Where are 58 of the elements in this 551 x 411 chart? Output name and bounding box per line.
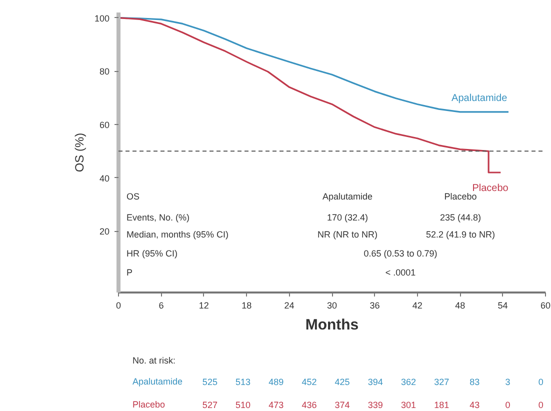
text: 374 xyxy=(334,400,350,410)
x-axis-title: Months xyxy=(305,316,359,334)
y-tick-label: 60 xyxy=(99,120,110,130)
annotation: Placebo xyxy=(444,192,477,202)
y-tick-label: 80 xyxy=(99,66,110,77)
x-tick-label: 12 xyxy=(198,300,209,310)
text: 436 xyxy=(302,400,317,410)
y-axis-title: OS (%) xyxy=(72,132,86,172)
text: 43 xyxy=(470,400,480,410)
x-tick-label: 0 xyxy=(116,300,122,310)
annotation: P xyxy=(126,268,133,278)
x-tick-label: 48 xyxy=(455,300,466,310)
text: 394 xyxy=(368,377,383,387)
text: 0 xyxy=(538,377,544,387)
x-tick-label: 60 xyxy=(540,300,551,310)
annotation: 0.65 (0.53 to 0.79) xyxy=(364,248,438,258)
annotation: Apalutamide xyxy=(322,192,373,202)
x-tick-label: 30 xyxy=(326,300,338,310)
annotation: 235 (44.8) xyxy=(440,212,482,222)
x-tick-label: 36 xyxy=(370,300,380,310)
text: No. at risk: xyxy=(132,356,176,366)
annotation: NR (NR to NR) xyxy=(318,230,378,240)
text: 452 xyxy=(302,377,317,387)
text: Apalutamide xyxy=(132,376,182,386)
x-tick-label: 24 xyxy=(284,300,294,310)
annotation: < .0001 xyxy=(385,268,416,278)
x-tick-label: 54 xyxy=(498,300,508,310)
annotation: HR (95% CI) xyxy=(126,248,178,258)
annotation: 52.2 (41.9 to NR) xyxy=(426,230,496,240)
text: 525 xyxy=(202,377,218,387)
y-tick-label: 20 xyxy=(99,226,110,237)
text: 83 xyxy=(470,377,480,387)
annotation: Median, months (95% CI) xyxy=(126,230,229,240)
x-tick-label: 18 xyxy=(242,300,252,310)
series-label: Apalutamide xyxy=(452,92,508,104)
text: 0 xyxy=(538,400,544,410)
text: 527 xyxy=(202,400,218,410)
text: 327 xyxy=(434,377,450,387)
text: 301 xyxy=(400,400,416,410)
y-tick-label: 100 xyxy=(94,13,110,24)
text: 3 xyxy=(505,377,510,387)
text: Placebo xyxy=(132,400,165,410)
text: 513 xyxy=(236,377,251,387)
annotation: OS xyxy=(126,192,140,202)
text: 181 xyxy=(434,400,450,410)
text: 425 xyxy=(334,377,350,387)
series-label: Placebo xyxy=(472,183,509,194)
y-tick-label: 40 xyxy=(99,173,110,184)
x-tick-label: 6 xyxy=(158,300,164,310)
annotation: Events, No. (%) xyxy=(126,212,190,222)
text: 0 xyxy=(505,400,510,410)
annotation: 170 (32.4) xyxy=(326,212,368,222)
text: 362 xyxy=(400,377,416,387)
x-tick-label: 42 xyxy=(412,300,422,310)
text: 510 xyxy=(236,400,251,410)
text: 339 xyxy=(368,400,383,410)
text: 473 xyxy=(268,400,284,410)
text: 489 xyxy=(268,377,284,387)
